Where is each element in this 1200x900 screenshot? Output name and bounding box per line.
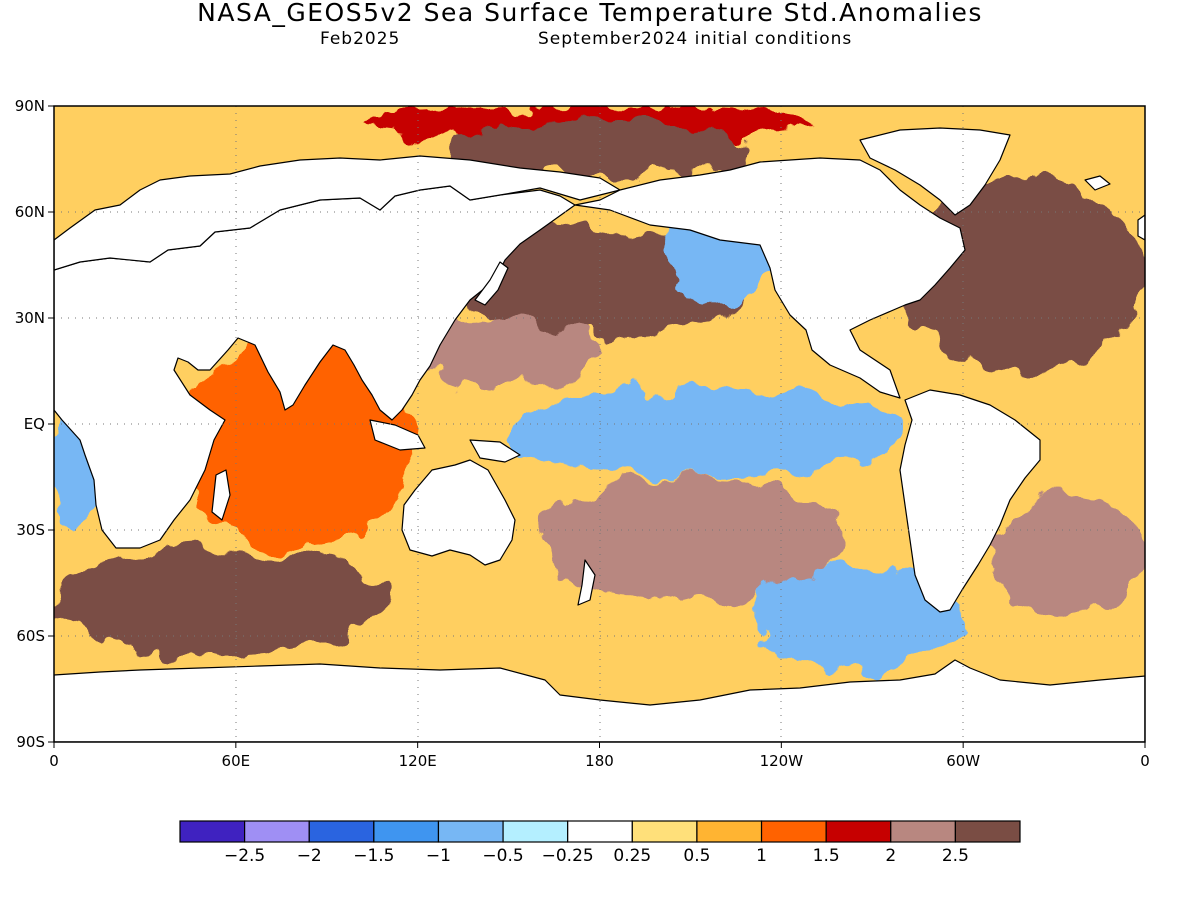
x-tick-label: 0 — [1140, 752, 1150, 770]
colorbar-label: −2.5 — [224, 846, 265, 866]
x-tick-label: 180 — [585, 752, 614, 770]
chart-title: NASA_GEOS5v2 Sea Surface Temperature Std… — [197, 0, 983, 27]
colorbar-swatch — [567, 820, 633, 843]
region-southern-ocean-warm — [54, 547, 388, 654]
madagascar — [211, 469, 231, 521]
colorbar-label: −1 — [426, 846, 451, 866]
australia — [401, 459, 516, 566]
colorbar-swatch — [437, 820, 504, 843]
x-tick-label: 60W — [946, 752, 980, 770]
colorbar-label: 1 — [756, 846, 767, 866]
y-tick-label: 60S — [16, 627, 45, 645]
north-america — [574, 157, 966, 399]
colorbar-label: −0.25 — [542, 846, 594, 866]
x-tick-label: 120E — [399, 752, 437, 770]
colorbar-swatch — [244, 820, 310, 843]
new-guinea — [469, 439, 521, 463]
borneo-sumatra — [369, 419, 426, 451]
y-tick-label: 30N — [15, 309, 45, 327]
colorbar-swatch — [631, 820, 698, 843]
new-zealand — [577, 559, 596, 606]
y-tick-label: 30S — [16, 521, 45, 539]
colorbar-label: 0.25 — [613, 846, 651, 866]
british-isles — [1137, 214, 1145, 241]
y-tick-label: EQ — [24, 415, 45, 433]
colorbar-label: 0.5 — [683, 846, 710, 866]
colorbar-label: −0.5 — [482, 846, 523, 866]
axis-ticks: 0 60E 120E 180 120W 60W 0 90N 60N 30N EQ 30S 60S 90S — [15, 97, 1150, 770]
region-south-pacific-warm — [538, 476, 842, 601]
region-south-atlantic-warm — [993, 494, 1145, 619]
iceland — [1084, 175, 1111, 191]
region-southeast-pacific-cool — [751, 565, 964, 672]
colorbar-label: 2.5 — [942, 846, 969, 866]
colorbar-label: −1.5 — [353, 846, 394, 866]
south-america — [899, 389, 1041, 613]
colorbar-swatch — [696, 820, 763, 843]
forecast-month: Feb2025 — [320, 29, 401, 49]
colorbar-swatch — [502, 820, 569, 843]
x-tick-label: 60E — [222, 752, 251, 770]
colorbar-swatch — [179, 820, 246, 843]
colorbar-swatch — [308, 820, 375, 843]
colorbar-label: 1.5 — [813, 846, 840, 866]
japan — [474, 261, 509, 306]
colorbar-swatch — [890, 820, 956, 843]
colorbar-swatch — [760, 820, 827, 843]
colorbar: −2.5 −2 −1.5 −1 −0.5 −0.25 0.25 0.5 1 1.5 2 2.5 — [179, 820, 1021, 866]
greenland — [859, 127, 1011, 216]
colorbar-swatch — [954, 820, 1021, 843]
y-tick-label: 90S — [16, 733, 45, 751]
x-tick-label: 0 — [49, 752, 59, 770]
region-equatorial-pacific-cool — [508, 388, 903, 478]
region-kuroshio-warm — [417, 318, 600, 389]
region-indian-ocean-warm — [175, 335, 418, 548]
europe-north-landmass — [54, 155, 621, 271]
colorbar-label: 2 — [885, 846, 896, 866]
initial-conditions-label: September2024 initial conditions — [538, 29, 853, 49]
graticule — [54, 106, 1145, 742]
y-tick-label: 90N — [15, 97, 45, 115]
colorbar-swatch — [825, 820, 892, 843]
y-tick-label: 60N — [15, 203, 45, 221]
colorbar-label: −2 — [297, 846, 322, 866]
colorbar-swatch — [373, 820, 440, 843]
x-tick-label: 120W — [760, 752, 804, 770]
